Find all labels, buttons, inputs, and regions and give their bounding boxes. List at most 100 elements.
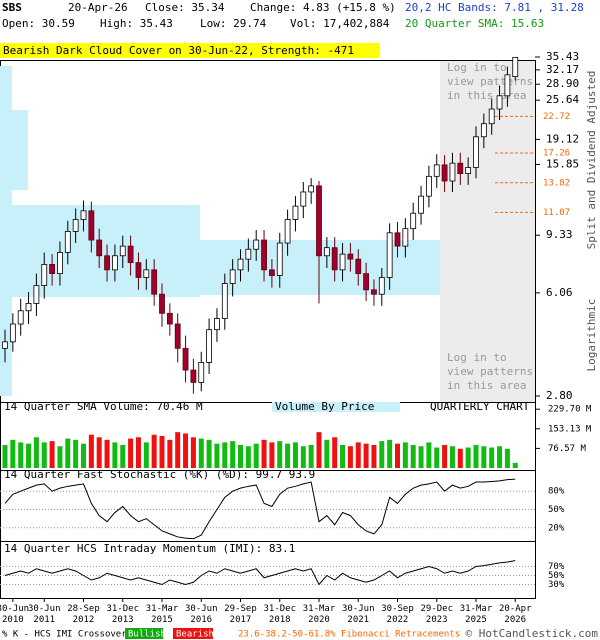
- subtitle-bg: [272, 402, 400, 412]
- volume-bar: [73, 439, 79, 468]
- y-tick-label: 35.43: [546, 50, 579, 63]
- candle-body: [323, 247, 330, 257]
- volume-bar: [159, 436, 165, 468]
- panel-note: QUARTERLY CHART: [430, 400, 530, 413]
- candle-body: [17, 310, 24, 325]
- footer-bearish: Bearish: [176, 630, 214, 640]
- volume-bar: [395, 443, 400, 468]
- candle-body: [80, 210, 87, 220]
- candle-body: [190, 369, 197, 383]
- candle-body: [245, 248, 252, 260]
- volume-bar: [245, 446, 251, 468]
- y-tick-label: 15.85: [546, 157, 579, 170]
- bands: 20,2 HC Bands: 7.81 , 31.28: [405, 1, 584, 14]
- y-tick-label: 30%: [548, 580, 565, 590]
- pattern-area: [440, 61, 535, 402]
- pattern-note: in this area: [447, 379, 526, 392]
- candle-body: [378, 277, 385, 295]
- candle-body: [41, 263, 48, 286]
- volume-bar: [269, 442, 275, 468]
- x-tick-label: 30-Jun 2016: [185, 604, 218, 625]
- volume-bar: [135, 437, 141, 468]
- x-tick-label: 31-Dec 2013: [106, 604, 139, 625]
- y-tick-label: 6.06: [546, 286, 573, 299]
- candle-body: [300, 191, 307, 207]
- candle-body: [159, 293, 165, 314]
- y-tick-label: 20%: [548, 523, 565, 533]
- volume-bar: [18, 442, 24, 468]
- volume-bar: [379, 441, 385, 468]
- panel-title: 14 Quarter HCS Intraday Momentum (IMI): …: [4, 542, 295, 555]
- footer-credit: © HotCandlestick.com: [466, 627, 599, 640]
- volume-bar: [497, 446, 503, 468]
- stochastic-panel: [0, 470, 536, 542]
- volume-bar: [512, 462, 518, 468]
- volume-bar: [183, 433, 189, 468]
- volume-bar: [363, 443, 369, 468]
- fib-label: 22.72: [543, 112, 570, 122]
- volume-bar: [49, 441, 55, 468]
- volume-bar: [26, 443, 32, 468]
- candle-body: [339, 253, 346, 271]
- volume-by-price: [12, 205, 200, 297]
- candle-body: [214, 318, 220, 331]
- candle-body: [488, 108, 495, 125]
- candle-body: [182, 347, 189, 371]
- volume-bar: [300, 446, 306, 468]
- pattern-note: Log in to: [447, 351, 507, 364]
- candle-body: [441, 164, 448, 182]
- date: 20-Apr-26: [68, 1, 128, 14]
- candle-body: [363, 273, 370, 291]
- candle-body: [496, 95, 503, 110]
- fib-label: 11.07: [543, 208, 570, 218]
- candle-body: [268, 269, 275, 276]
- panel-title: 14 Quarter SMA Volume: 70.46 M: [4, 400, 203, 413]
- volume-bar: [167, 439, 173, 468]
- candle-body: [418, 195, 424, 214]
- volume-bar: [2, 444, 8, 468]
- panel-title: 14 Quarter Fast Stochastic (%K) (%D): 99…: [4, 468, 315, 481]
- volume: Vol: 17,402,884: [290, 17, 390, 30]
- candle-body: [465, 167, 472, 175]
- candle-body: [480, 123, 487, 138]
- candle-body: [308, 185, 315, 193]
- candle-body: [221, 283, 228, 319]
- volume-bar: [457, 448, 463, 468]
- pattern-note: view patterns: [447, 365, 533, 378]
- volume-bar: [253, 443, 259, 468]
- candle-body: [331, 247, 338, 271]
- candle-body: [504, 74, 511, 97]
- y-tick-label: 50%: [548, 505, 565, 515]
- close: Close: 35.34: [145, 1, 225, 14]
- candle-body: [33, 285, 40, 304]
- volume-bar: [57, 446, 63, 468]
- volume-bar: [402, 442, 408, 468]
- volume-bar: [387, 439, 393, 468]
- sma: 20 Quarter SMA: 15.63: [405, 17, 544, 30]
- volume-bar: [10, 439, 16, 468]
- candle-body: [88, 210, 95, 241]
- volume-bar: [238, 444, 243, 468]
- candle-body: [261, 239, 267, 271]
- bullish-bg: [125, 628, 163, 639]
- high: High: 35.43: [100, 17, 173, 30]
- candle-body: [198, 362, 205, 383]
- panel-subtitle: Volume By Price: [275, 400, 374, 413]
- volume-bar: [41, 442, 47, 468]
- candle-body: [292, 205, 299, 220]
- candle-body: [386, 232, 393, 278]
- candle-body: [25, 303, 32, 312]
- volume-bar: [324, 439, 330, 468]
- candle-body: [9, 323, 16, 343]
- x-tick-label: 29-Sep 2017: [224, 604, 257, 625]
- candle-body: [72, 219, 79, 232]
- volume-by-price: [0, 66, 12, 396]
- pattern-note: in this area: [447, 89, 526, 102]
- footer-crossover: % K - HCS IMI Crossover,: [2, 630, 132, 640]
- candle-body: [425, 175, 432, 197]
- volume-bar: [285, 443, 291, 468]
- volume-bar: [81, 443, 86, 468]
- y-tick-label: 50%: [548, 571, 565, 581]
- candle-body: [402, 228, 409, 247]
- volume-bar: [65, 438, 71, 468]
